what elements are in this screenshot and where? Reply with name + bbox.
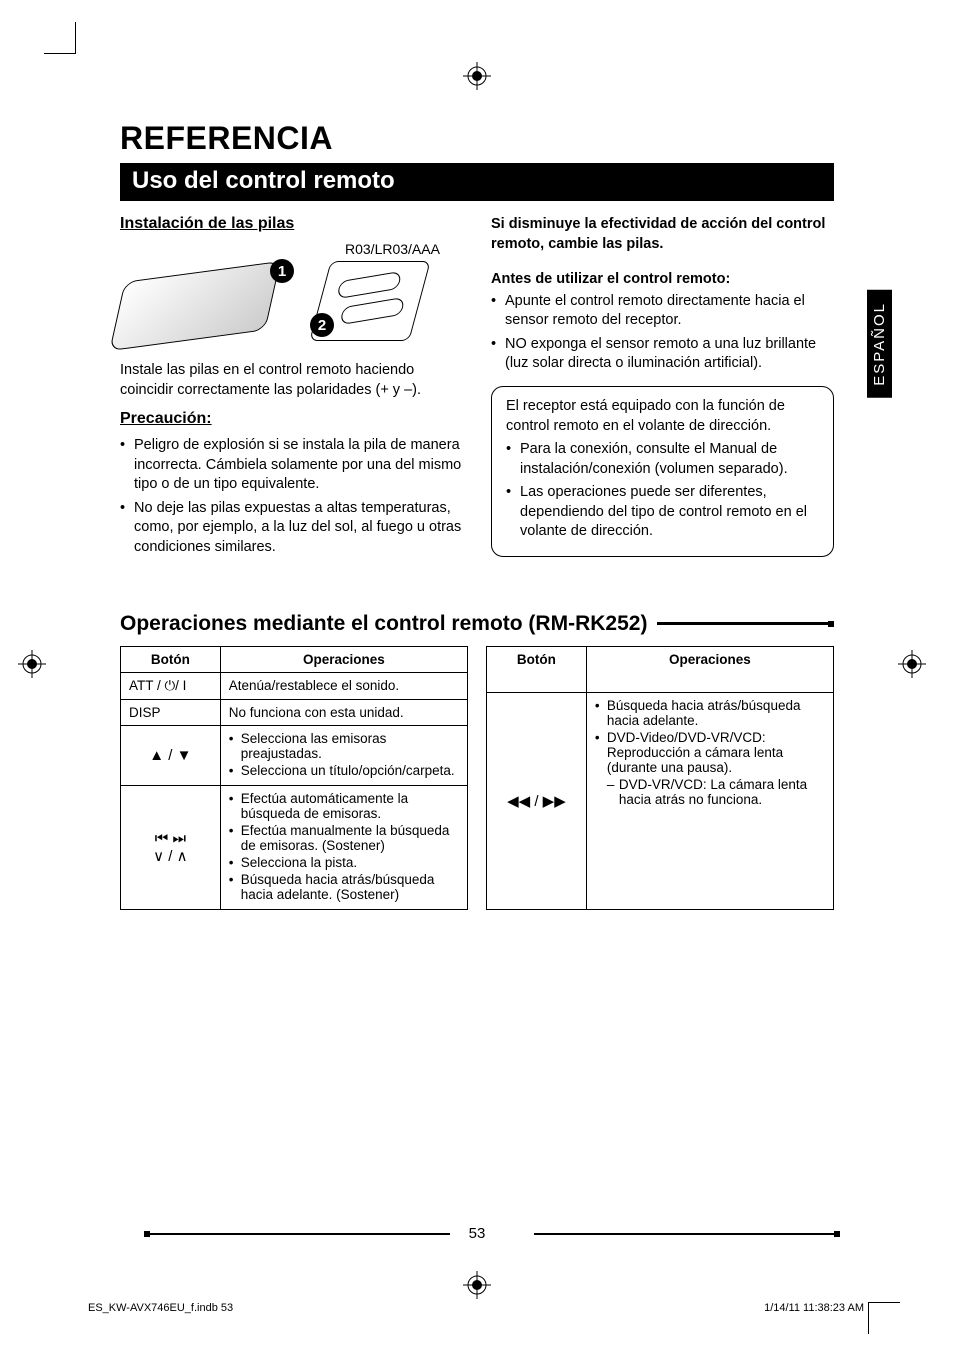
operations-heading: Operaciones mediante el control remoto (…: [120, 612, 834, 636]
table-header-button: Botón: [121, 646, 221, 672]
battery-cylinder-icon: [338, 271, 402, 299]
button-cell: ▲ / ▼: [121, 725, 221, 785]
ops-cell: Efectúa automáticamente la búsqueda de e…: [220, 785, 467, 909]
button-cell: ◀◀ / ▶▶: [487, 693, 587, 909]
page-number-rule-right: [534, 1233, 834, 1236]
table-row: ⏮ ⏭ ∨ / ∧ Efectúa automáticamente la bús…: [121, 785, 468, 909]
language-tab: ESPAÑOL: [867, 290, 892, 398]
registration-mark-bottom: [463, 1271, 491, 1299]
page-number-rule-left: [150, 1233, 450, 1236]
table-header-ops: Operaciones: [220, 646, 467, 672]
ops-item: Búsqueda hacia atrás/búsqueda hacia adel…: [229, 872, 459, 902]
heading-rule: [657, 622, 828, 625]
ops-item: Efectúa manualmente la búsqueda de emiso…: [229, 823, 459, 853]
operations-table-left: Botón Operaciones ATT / ⏻/ I Atenúa/rest…: [120, 646, 468, 910]
table-row: ▲ / ▼ Selecciona las emisoras preajustad…: [121, 725, 468, 785]
ops-item: Búsqueda hacia atrás/búsqueda hacia adel…: [595, 698, 825, 728]
effectiveness-note: Si disminuye la efectividad de acción de…: [491, 215, 834, 254]
battery-figure: R03/LR03/AAA 1 2: [120, 241, 463, 351]
install-text: Instale las pilas en el control remoto h…: [120, 361, 463, 400]
callout-item: Las operaciones puede ser diferentes, de…: [506, 483, 819, 542]
crop-mark-br: [868, 1302, 900, 1334]
before-list: Apunte el control remoto directamente ha…: [491, 292, 834, 374]
button-cell: ATT / ⏻/ I: [121, 672, 221, 699]
ops-subitem: DVD-VR/VCD: La cámara lenta hacia atrás …: [595, 777, 825, 807]
chevron-icons: ∨ / ∧: [129, 847, 212, 865]
registration-mark-top: [463, 62, 491, 90]
table-header-button: Botón: [487, 646, 587, 693]
callout-list: Para la conexión, consulte el Manual de …: [506, 440, 819, 542]
caution-item: Peligro de explosión si se instala la pi…: [120, 436, 463, 495]
ops-cell: Búsqueda hacia atrás/búsqueda hacia adel…: [586, 693, 833, 909]
heading-endcap: [828, 621, 834, 627]
two-column-layout: Instalación de las pilas R03/LR03/AAA 1 …: [120, 215, 834, 562]
table-header-ops: Operaciones: [586, 646, 833, 693]
section-title: REFERENCIA: [120, 120, 834, 157]
table-row: ◀◀ / ▶▶ Búsqueda hacia atrás/búsqueda ha…: [487, 693, 834, 909]
rewind-forward-icon: ◀◀ / ▶▶: [507, 793, 566, 810]
table-row: ATT / ⏻/ I Atenúa/restablece el sonido.: [121, 672, 468, 699]
button-cell: ⏮ ⏭ ∨ / ∧: [121, 785, 221, 909]
ops-cell: Selecciona las emisoras preajustadas. Se…: [220, 725, 467, 785]
ops-item: Efectúa automáticamente la búsqueda de e…: [229, 791, 459, 821]
operations-heading-text: Operaciones mediante el control remoto (…: [120, 612, 647, 636]
registration-mark-right: [898, 650, 926, 678]
operations-tables: Botón Operaciones ATT / ⏻/ I Atenúa/rest…: [120, 646, 834, 910]
caution-heading: Precaución:: [120, 410, 463, 428]
crop-mark-tl: [44, 22, 76, 54]
ops-item: Selecciona la pista.: [229, 855, 459, 870]
step-badge-1: 1: [270, 259, 294, 283]
before-item: NO exponga el sensor remoto a una luz br…: [491, 335, 834, 374]
page-content: REFERENCIA Uso del control remoto Instal…: [120, 120, 834, 910]
remote-illustration: [109, 261, 281, 351]
right-column: Si disminuye la efectividad de acción de…: [491, 215, 834, 562]
ops-cell: Atenúa/restablece el sonido.: [220, 672, 467, 699]
page-number: 53: [469, 1225, 486, 1242]
battery-type-label: R03/LR03/AAA: [345, 241, 440, 257]
before-heading: Antes de utilizar el control remoto:: [491, 270, 834, 290]
before-item: Apunte el control remoto directamente ha…: [491, 292, 834, 331]
caution-list: Peligro de explosión si se instala la pi…: [120, 436, 463, 557]
callout-item: Para la conexión, consulte el Manual de …: [506, 440, 819, 479]
step-badge-2: 2: [310, 313, 334, 337]
battery-cylinder-icon: [341, 297, 405, 325]
page-number-endcap-right: [834, 1231, 840, 1237]
ops-item: Selecciona las emisoras preajustadas.: [229, 731, 459, 761]
caution-item: No deje las pilas expuestas a altas temp…: [120, 499, 463, 558]
steering-wheel-callout: El receptor está equipado con la función…: [491, 386, 834, 557]
operations-table-right: Botón Operaciones ◀◀ / ▶▶ Búsqueda hacia…: [486, 646, 834, 910]
section-bar: Uso del control remoto: [120, 163, 834, 201]
page-number-endcap-left: [144, 1231, 150, 1237]
ops-item: DVD-Video/DVD-VR/VCD: Reproducción a cám…: [595, 730, 825, 775]
registration-mark-left: [18, 650, 46, 678]
footer-timestamp: 1/14/11 11:38:23 AM: [764, 1302, 864, 1314]
button-cell: DISP: [121, 699, 221, 725]
callout-intro: El receptor está equipado con la función…: [506, 397, 819, 436]
skip-icons: ⏮ ⏭: [129, 830, 212, 847]
up-down-icon: ▲ / ▼: [149, 747, 191, 764]
left-column: Instalación de las pilas R03/LR03/AAA 1 …: [120, 215, 463, 562]
ops-item: Selecciona un título/opción/carpeta.: [229, 763, 459, 778]
table-row: DISP No funciona con esta unidad.: [121, 699, 468, 725]
footer-filename: ES_KW-AVX746EU_f.indb 53: [88, 1302, 233, 1314]
install-heading: Instalación de las pilas: [120, 215, 463, 233]
ops-cell: No funciona con esta unidad.: [220, 699, 467, 725]
